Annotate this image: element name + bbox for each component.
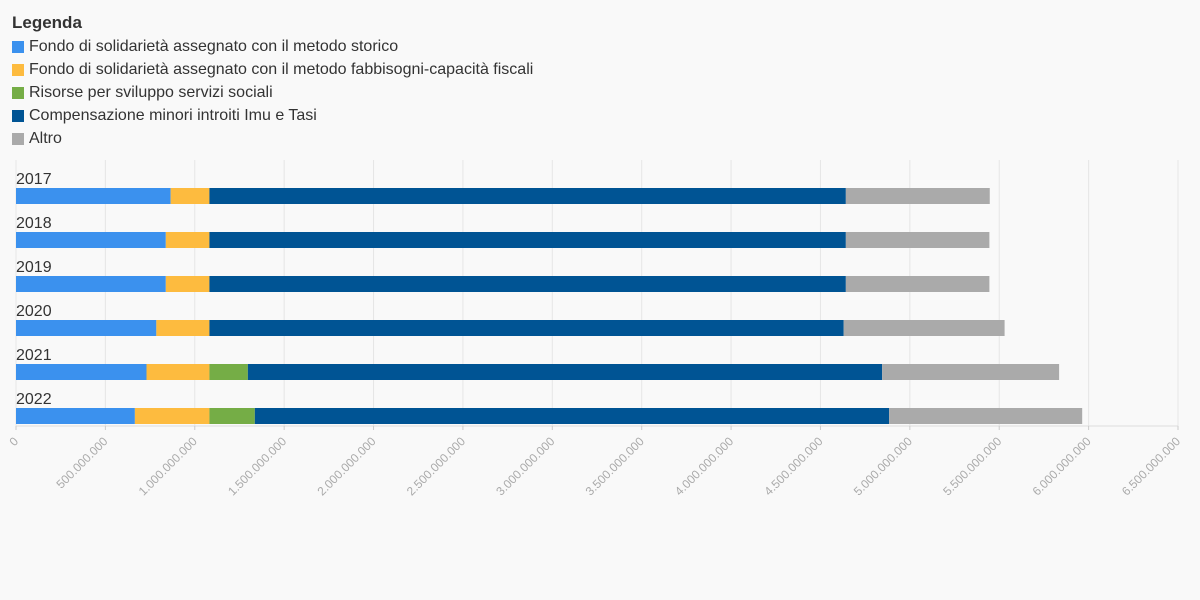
legend-items: Fondo di solidarietà assegnato con il me…: [12, 35, 533, 150]
bars: [16, 188, 1083, 424]
category-label: 2020: [16, 303, 52, 320]
x-tick-label: 4.500.000.000: [761, 434, 825, 498]
legend-label: Compensazione minori introiti Imu e Tasi: [29, 107, 317, 124]
bar-segment[interactable]: [845, 232, 990, 248]
x-axis: 0 500.000.000 1.000.000.000 1.500.000.000 2.…: [6, 425, 1183, 498]
bar-segment[interactable]: [170, 188, 210, 204]
x-tick-label: 6.500.000.000: [1119, 434, 1183, 498]
legend-label: Fondo di solidarietà assegnato con il me…: [29, 38, 399, 55]
x-tick-label: 5.000.000.000: [851, 434, 915, 498]
bar-segment[interactable]: [165, 276, 210, 292]
bar-segment[interactable]: [209, 320, 844, 336]
category-labels: 2017 2018 2019 2020 2021 2022: [16, 171, 52, 408]
x-tick-label: 3.500.000.000: [583, 434, 647, 498]
legend-item[interactable]: Compensazione minori introiti Imu e Tasi: [12, 104, 533, 127]
bar-segment[interactable]: [16, 408, 135, 424]
legend: Legenda Fondo di solidarietà assegnato c…: [12, 12, 533, 150]
category-label: 2019: [16, 259, 52, 276]
bar-segment[interactable]: [209, 188, 846, 204]
bar-segment[interactable]: [882, 364, 1060, 380]
bar-segment[interactable]: [209, 364, 248, 380]
category-label: 2022: [16, 391, 52, 408]
bar-segment[interactable]: [845, 276, 990, 292]
x-tick-label: 1.000.000.000: [136, 434, 200, 498]
legend-title: Legenda: [12, 13, 82, 32]
bar-segment[interactable]: [16, 320, 157, 336]
x-tick-label: 500.000.000: [53, 434, 110, 491]
legend-label: Altro: [29, 130, 62, 147]
bar-segment[interactable]: [16, 188, 171, 204]
bar-segment[interactable]: [254, 408, 890, 424]
legend-swatch: [12, 63, 24, 76]
bar-segment[interactable]: [16, 364, 147, 380]
x-tick-label: 2.000.000.000: [314, 434, 378, 498]
legend-item[interactable]: Fondo di solidarietà assegnato con il me…: [12, 35, 533, 58]
bar-segment[interactable]: [209, 408, 255, 424]
x-tick-label: 3.000.000.000: [493, 434, 557, 498]
grid: [15, 160, 1179, 426]
x-tick-label: 1.500.000.000: [225, 434, 289, 498]
legend-swatch: [12, 109, 24, 122]
bar-segment[interactable]: [146, 364, 210, 380]
legend-item[interactable]: Fondo di solidarietà assegnato con il me…: [12, 58, 533, 81]
x-tick-label: 4.000.000.000: [672, 434, 736, 498]
bar-segment[interactable]: [843, 320, 1005, 336]
x-tick-label: 0: [6, 434, 21, 449]
bar-segment[interactable]: [165, 232, 210, 248]
legend-item[interactable]: Altro: [12, 127, 533, 150]
legend-swatch: [12, 86, 24, 99]
bar-segment[interactable]: [209, 276, 846, 292]
bar-segment[interactable]: [889, 408, 1083, 424]
bar-segment[interactable]: [16, 232, 166, 248]
category-label: 2021: [16, 347, 52, 364]
legend-label: Fondo di solidarietà assegnato con il me…: [29, 61, 534, 78]
x-tick-label: 2.500.000.000: [404, 434, 468, 498]
bar-segment[interactable]: [209, 232, 846, 248]
bar-segment[interactable]: [845, 188, 990, 204]
legend-item[interactable]: Risorse per sviluppo servizi sociali: [12, 81, 533, 104]
legend-label: Risorse per sviluppo servizi sociali: [29, 84, 273, 101]
bar-segment[interactable]: [156, 320, 210, 336]
bar-segment[interactable]: [247, 364, 883, 380]
category-label: 2018: [16, 215, 52, 232]
legend-swatch: [12, 132, 24, 145]
x-tick-label: 6.000.000.000: [1030, 434, 1094, 498]
category-label: 2017: [16, 171, 52, 188]
x-tick-label: 5.500.000.000: [940, 434, 1004, 498]
bar-segment[interactable]: [134, 408, 210, 424]
legend-swatch: [12, 40, 24, 53]
bar-segment[interactable]: [16, 276, 166, 292]
